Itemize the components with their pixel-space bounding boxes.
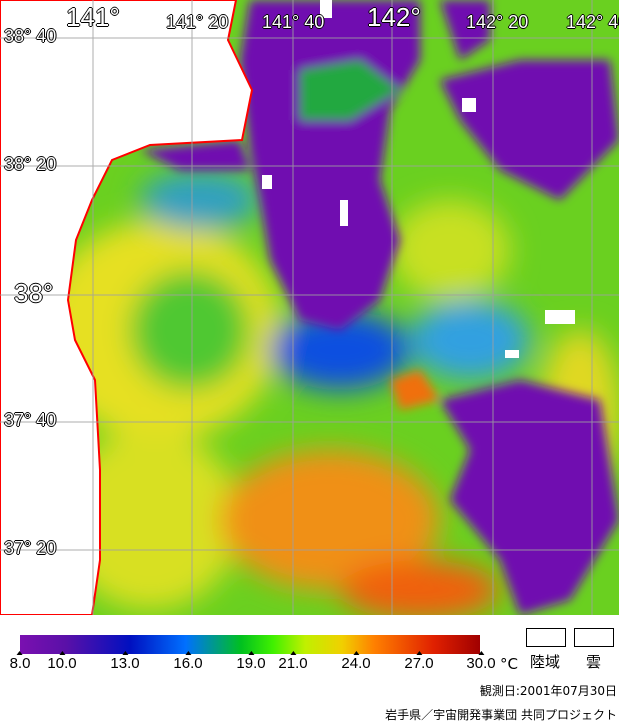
lat-label: 37° 20 [4,538,57,559]
land-swatch [526,628,566,647]
lat-label: 38° 40 [4,26,57,47]
land-label: 陸域 [530,653,561,671]
scale-tick: 8.0 [9,651,31,672]
color-scale-bar [20,635,480,654]
scale-tick: 21.0 [278,651,308,672]
lon-label: 142° [367,2,422,33]
scale-tick: 19.0 [236,651,266,672]
observation-date: 観測日:2001年07月30日 [479,684,617,698]
scale-tick: 24.0 [341,651,371,672]
lon-label: 142° 40 [566,12,619,33]
lon-label: 141° 40 [262,12,325,33]
sst-map [0,0,619,615]
lat-label: 37° 40 [4,410,57,431]
scale-tick: 13.0 [110,651,140,672]
lon-label: 142° 20 [466,12,529,33]
cloud-label: 雲 [586,653,602,671]
lon-label: 141° [66,2,121,33]
lat-label: 38° [14,278,54,309]
credit: 岩手県／宇宙開発事業団 共同プロジェクト [385,708,617,722]
lat-label: 38° 20 [4,154,57,175]
unit-label: °C [500,655,518,673]
scale-tick: 16.0 [173,651,203,672]
land [0,0,254,615]
scale-tick: 30.0 [466,651,496,672]
cloud-swatch [574,628,614,647]
lon-label: 141° 20 [166,12,229,33]
scale-tick: 10.0 [47,651,77,672]
scale-tick: 27.0 [404,651,434,672]
